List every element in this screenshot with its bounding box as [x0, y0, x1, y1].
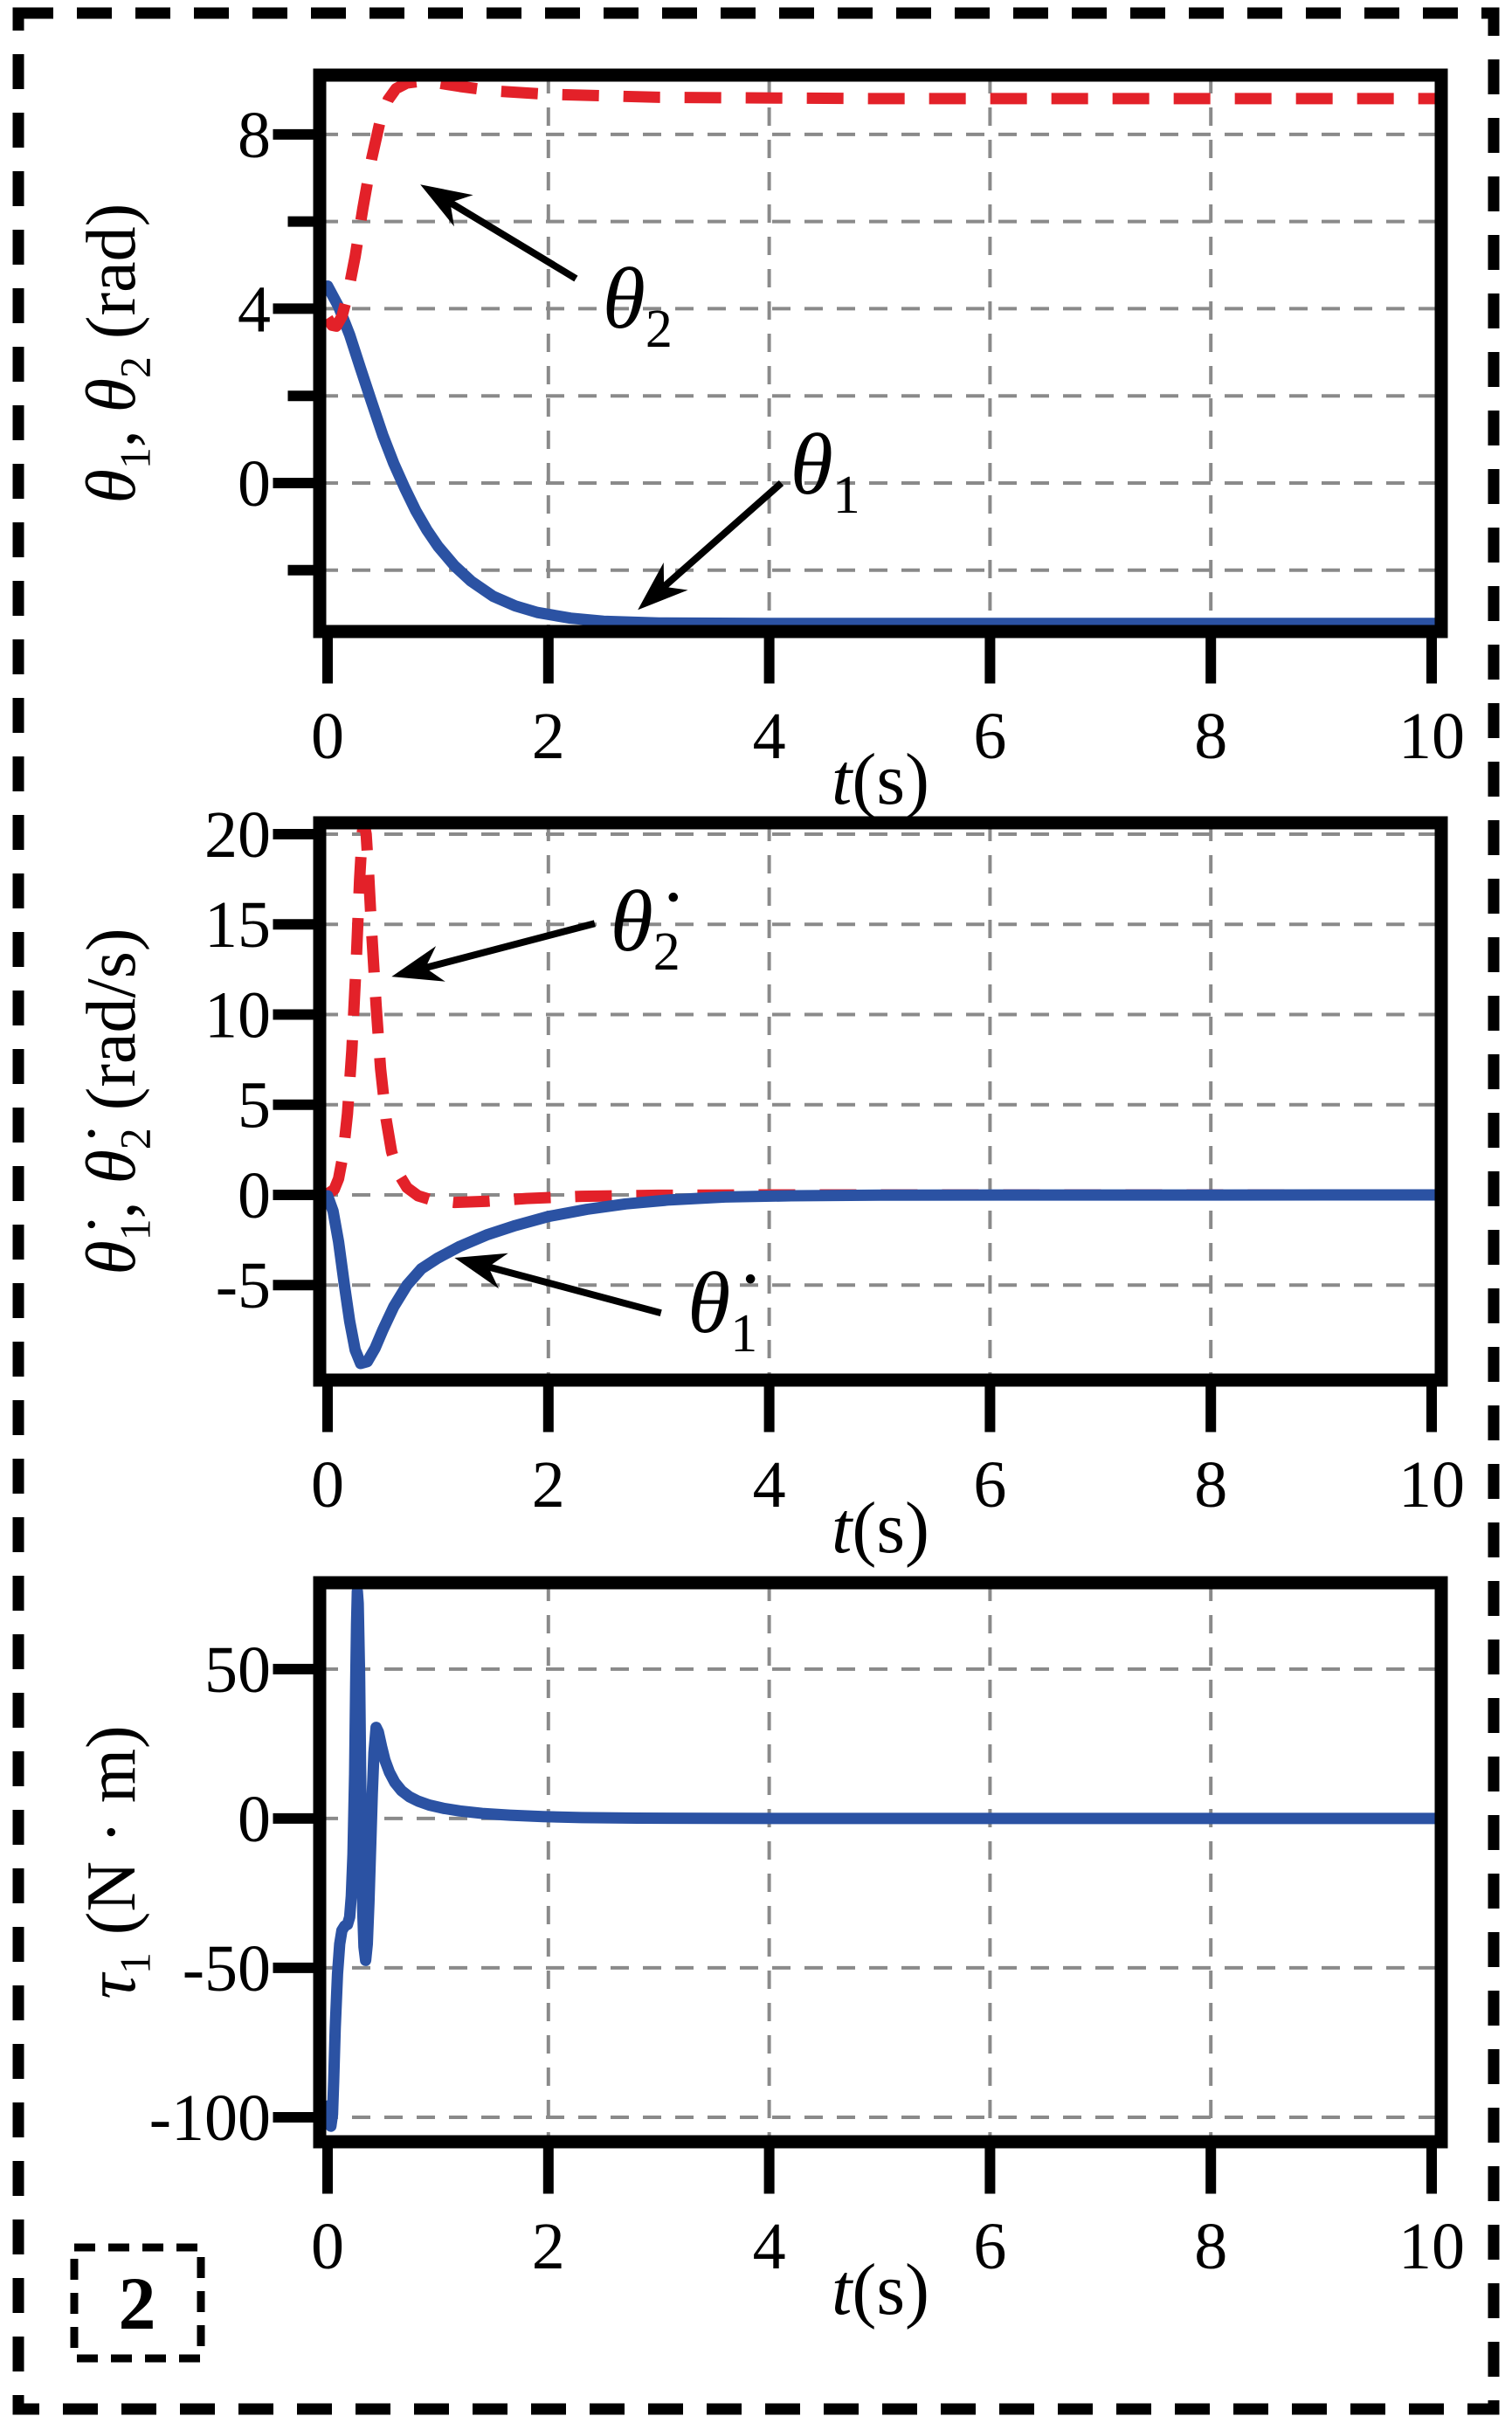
gridlines [320, 1583, 1441, 2142]
axis-frame [313, 68, 1448, 639]
annotation-text: θ1 [791, 416, 860, 525]
tick-labels: 0 2 4 6 8 10 8 4 0 [238, 99, 1465, 773]
curve-theta_dot_1 [321, 1189, 1443, 1370]
axis-frame [313, 1576, 1448, 2149]
annotation-theta-dot-2-label: θ̇2 [391, 873, 680, 982]
y-tick-label: 15 [204, 888, 271, 962]
tick-labels: 0 2 4 6 8 10 50 0 -50 -100 [149, 1633, 1465, 2283]
x-tick-label: 0 [311, 700, 344, 773]
gridlines [320, 75, 1441, 632]
ticks [273, 829, 1438, 1432]
x-tick-label: 2 [532, 1448, 565, 1522]
annotation-arrow [448, 199, 578, 282]
annotation-arrowhead [420, 184, 473, 227]
ticks [273, 128, 1438, 684]
curve-theta_2 [322, 75, 1438, 332]
annotation-arrowhead [454, 1253, 508, 1289]
y-axis-label: τ1 (N · m) [73, 1725, 160, 1999]
x-tick-label: 10 [1398, 2210, 1465, 2283]
y-tick-label: 50 [204, 1633, 271, 1707]
x-tick-label: 6 [973, 1448, 1006, 1522]
plot-joint-velocities: 0 2 4 6 8 10 20 15 10 5 0 -5 t(s) θ̇1, θ̇2 (rad/s) θ̇2… [73, 798, 1465, 1569]
y-tick-label: -5 [216, 1249, 271, 1322]
figure-number: 2 [119, 2261, 156, 2345]
annotation-theta2-label: θ2 [420, 184, 673, 359]
y-tick-label: 0 [238, 1159, 271, 1232]
x-tick-label: 8 [1194, 1448, 1227, 1522]
annotation-arrow [661, 480, 784, 590]
y-axis-label: θ1, θ2 (rad) [73, 204, 160, 504]
tick-labels: 0 2 4 6 8 10 20 15 10 5 0 -5 [204, 798, 1465, 1522]
x-axis-label: t(s) [832, 739, 929, 820]
x-tick-label: 2 [532, 2210, 565, 2283]
annotation-arrowhead [391, 946, 445, 982]
annotation-text: θ2 [603, 250, 673, 359]
x-tick-label: 10 [1398, 1448, 1465, 1522]
axis-frame [313, 816, 1448, 1387]
figure-number-box: 2 [70, 2243, 205, 2363]
y-tick-label: 8 [238, 99, 271, 172]
annotation-arrow [487, 1263, 662, 1317]
y-tick-label: -50 [183, 1932, 271, 2005]
x-tick-label: 0 [311, 1448, 344, 1522]
annotation-arrowhead [638, 563, 688, 611]
curves [321, 75, 1443, 630]
x-tick-label: 8 [1194, 2210, 1227, 2283]
y-tick-label: 0 [238, 447, 271, 521]
y-tick-label: 10 [204, 978, 271, 1052]
curve-theta_1 [321, 280, 1443, 630]
x-tick-label: 8 [1194, 700, 1227, 773]
y-tick-label: 5 [238, 1069, 271, 1143]
annotation-text: θ̇2 [611, 873, 680, 982]
x-tick-label: 4 [753, 1448, 786, 1522]
x-tick-label: 0 [311, 2210, 344, 2283]
x-axis-label: t(s) [832, 2249, 929, 2330]
x-tick-label: 4 [753, 700, 786, 773]
gridlines [320, 823, 1441, 1380]
annotation-text: θ̇1 [687, 1254, 757, 1363]
x-tick-label: 10 [1398, 700, 1465, 773]
x-tick-label: 4 [753, 2210, 786, 2283]
y-tick-label: -100 [149, 2081, 271, 2155]
x-tick-label: 6 [973, 700, 1006, 773]
curves [321, 818, 1443, 1370]
annotation-theta1-label: θ1 [638, 416, 860, 611]
x-axis-label: t(s) [832, 1488, 929, 1569]
y-tick-label: 0 [238, 1783, 271, 1856]
figure-number-border [70, 2243, 205, 2363]
annotation-theta-dot-1-label: θ̇1 [454, 1253, 757, 1363]
plot-control-torque: 0 2 4 6 8 10 50 0 -50 -100 t(s) τ1 (N · m) [73, 1576, 1465, 2330]
annotation-arrow [424, 920, 596, 971]
y-tick-label: 20 [204, 798, 271, 872]
y-axis-label: θ̇1, θ̇2 (rad/s) [73, 929, 160, 1275]
plot-joint-angles: 0 2 4 6 8 10 8 4 0 t(s) θ1, θ2 (rad) θ2 θ1 [73, 68, 1465, 820]
x-tick-label: 2 [532, 700, 565, 773]
x-tick-label: 6 [973, 2210, 1006, 2283]
y-tick-label: 4 [238, 273, 271, 346]
curve-tau_1 [324, 1585, 1443, 2132]
ticks [273, 1663, 1438, 2194]
curves [324, 1585, 1443, 2132]
